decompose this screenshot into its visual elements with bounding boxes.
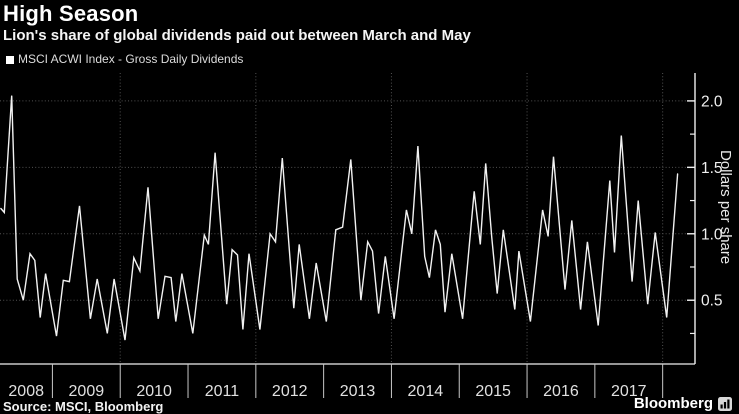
x-tick-label: 2014 bbox=[408, 383, 444, 400]
y-tick-label: 0.5 bbox=[701, 293, 723, 310]
source-note: Source: MSCI, Bloomberg bbox=[3, 399, 164, 414]
y-tick-label: 1.0 bbox=[701, 226, 723, 243]
x-tick-label: 2010 bbox=[136, 383, 172, 400]
bloomberg-logo-icon bbox=[718, 396, 732, 411]
series-line bbox=[0, 95, 679, 341]
chart-subtitle: Lion's share of global dividends paid ou… bbox=[3, 27, 471, 44]
x-tick-label: 2009 bbox=[69, 383, 105, 400]
x-tick-label: 2015 bbox=[475, 383, 511, 400]
legend: MSCI ACWI Index - Gross Daily Dividends bbox=[6, 53, 243, 66]
y-tick-label: 1.5 bbox=[701, 160, 723, 177]
y-axis-title: Dollars per share bbox=[717, 150, 734, 265]
y-tick-label: 2.0 bbox=[701, 93, 723, 110]
x-tick-label: 2008 bbox=[8, 383, 44, 400]
bloomberg-brand: Bloomberg bbox=[634, 395, 732, 412]
x-tick-label: 2013 bbox=[340, 383, 376, 400]
x-tick-label: 2012 bbox=[272, 383, 308, 400]
x-tick-label: 2011 bbox=[205, 383, 240, 400]
x-tick-label: 2017 bbox=[611, 383, 647, 400]
legend-label: MSCI ACWI Index - Gross Daily Dividends bbox=[18, 52, 244, 66]
x-tick-label: 2016 bbox=[543, 383, 579, 400]
legend-swatch-icon bbox=[6, 55, 14, 64]
bloomberg-wordmark: Bloomberg bbox=[633, 395, 713, 412]
chart-title: High Season bbox=[3, 1, 139, 26]
